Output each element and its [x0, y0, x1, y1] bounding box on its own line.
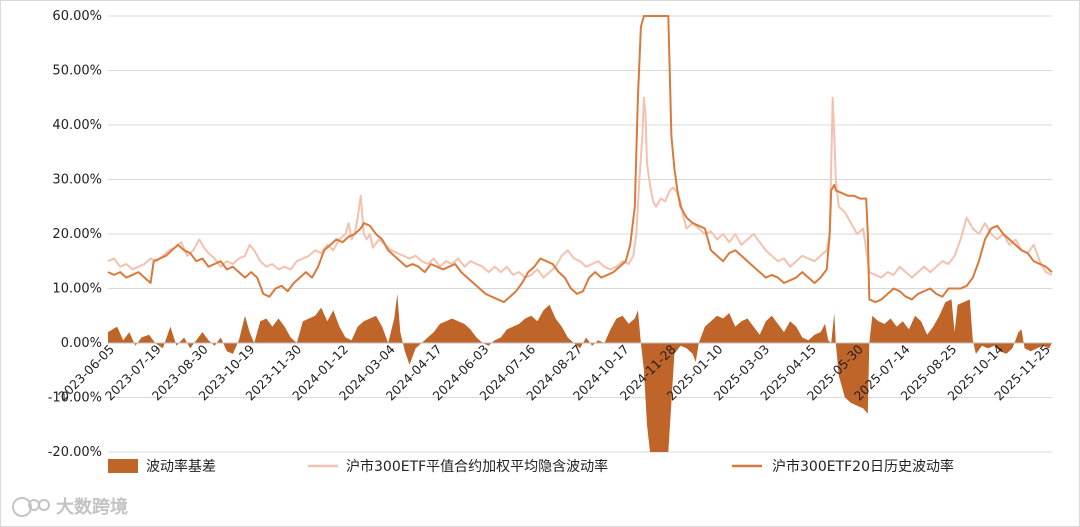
series-line-implied-vol — [107, 96, 1053, 279]
legend-label-implied: 沪市300ETF平值合约加权平均隐含波动率 — [346, 458, 608, 475]
y-tick-label: -10.00% — [48, 391, 102, 406]
plot-area — [107, 15, 1053, 452]
legend: 波动率基差 沪市300ETF平值合约加权平均隐含波动率 沪市300ETF20日历… — [108, 458, 954, 475]
watermark: 大数跨境 — [12, 496, 128, 518]
legend-label-basis: 波动率基差 — [146, 458, 216, 475]
y-tick-label: 40.00% — [52, 118, 102, 133]
y-tick-label: 50.00% — [52, 64, 102, 79]
legend-swatch-basis — [108, 459, 138, 473]
legend-label-historical: 沪市300ETF20日历史波动率 — [772, 458, 954, 475]
brand-logo-icon — [12, 497, 50, 517]
y-tick-label: 20.00% — [52, 227, 102, 242]
y-tick-label: 60.00% — [52, 9, 102, 24]
y-axis: -20.00% -10.00% 0.00% 10.00% 20.00% 30.00% 40.… — [48, 9, 102, 460]
series-line-historical-vol — [107, 15, 1053, 304]
y-tick-label: 30.00% — [52, 173, 102, 188]
y-tick-label: -20.00% — [48, 445, 102, 460]
series-area-basis — [108, 293, 1052, 452]
y-tick-label: 10.00% — [52, 282, 102, 297]
y-tick-label: 0.00% — [61, 336, 102, 351]
watermark-text: 大数跨境 — [56, 496, 128, 518]
